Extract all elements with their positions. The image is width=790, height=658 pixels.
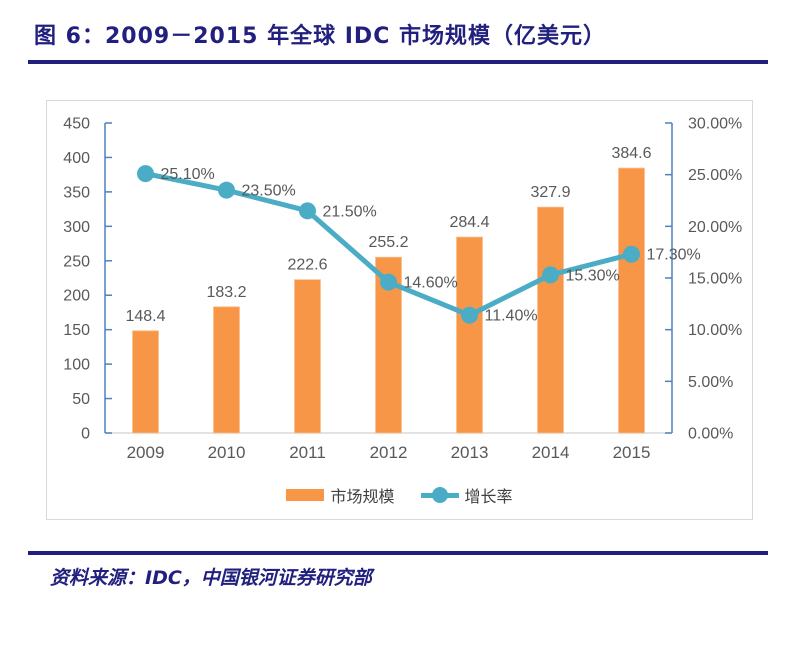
x-tick-label-2009: 2009 (127, 443, 165, 462)
chart-legend: 市场规模 增长率 (47, 483, 752, 507)
right-tick-label: 20.00% (688, 219, 742, 236)
legend-bar-swatch-icon (286, 489, 325, 501)
x-tick-label-2015: 2015 (613, 443, 651, 462)
bar-2013 (456, 236, 483, 434)
right-tick-label: 0.00% (688, 426, 733, 443)
line-label-2014: 15.30% (566, 267, 620, 284)
bar-2014 (537, 206, 564, 434)
line-label-2013: 11.40% (485, 308, 538, 325)
legend-item-line: 增长率 (420, 483, 513, 507)
marker-2010 (218, 181, 235, 199)
bar-label-2012: 255.2 (368, 234, 408, 251)
left-tick-label: 0 (81, 426, 90, 443)
chart-frame: 450 400 350 300 250 200 150 100 50 0 30.00% 25.00% 2… (46, 100, 753, 520)
left-tick-label: 150 (63, 322, 90, 339)
legend-label: 增长率 (464, 489, 513, 506)
x-tick-label-2013: 2013 (451, 443, 489, 462)
line-label-2012: 14.60% (404, 275, 458, 292)
bar-2011 (294, 279, 321, 434)
left-tick-label: 100 (63, 357, 90, 374)
left-tick-label: 250 (63, 253, 90, 270)
source-note: 资料来源：IDC，中国银河证券研究部 (50, 567, 372, 589)
x-tick-label-2014: 2014 (532, 443, 570, 462)
left-tick-label: 450 (63, 116, 90, 133)
bar-label-2014: 327.9 (530, 184, 570, 201)
bar-label-2011: 222.6 (287, 257, 327, 274)
right-tick-label: 15.00% (688, 271, 742, 288)
line-label-2011: 21.50% (323, 203, 377, 220)
marker-2014 (542, 266, 559, 284)
x-tick-label-2010: 2010 (208, 443, 246, 462)
legend-line-dot (431, 487, 448, 503)
footer-divider (28, 551, 768, 555)
line-label-2015: 17.30% (647, 247, 701, 264)
legend-label: 市场规模 (330, 489, 395, 506)
legend-line-marker-icon (420, 487, 459, 503)
bar-2010 (213, 306, 240, 434)
bar-label-2009: 148.4 (125, 308, 165, 325)
bar-label-2010: 183.2 (206, 284, 246, 301)
right-tick-label: 30.00% (688, 116, 742, 133)
right-tick-label: 25.00% (688, 167, 742, 184)
right-tick-label: 5.00% (688, 374, 733, 391)
left-tick-label: 300 (63, 219, 90, 236)
left-tick-label: 200 (63, 288, 90, 305)
marker-2011 (299, 202, 316, 220)
left-tick-label: 50 (72, 391, 90, 408)
marker-2009 (137, 165, 154, 183)
legend-item-bar: 市场规模 (286, 483, 395, 507)
bar-label-2015: 384.6 (611, 145, 651, 162)
line-label-2009: 25.10% (161, 166, 215, 183)
marker-2013 (461, 306, 478, 324)
right-tick-label: 10.00% (688, 322, 742, 339)
marker-2012 (380, 273, 397, 291)
bar-label-2013: 284.4 (449, 214, 489, 231)
line-label-2010: 23.50% (242, 183, 296, 200)
left-tick-label: 400 (63, 150, 90, 167)
x-tick-label-2012: 2012 (370, 443, 408, 462)
title-divider (28, 60, 768, 64)
bar-2009 (132, 330, 159, 434)
figure-title: 图 6：2009－2015 年全球 IDC 市场规模（亿美元） (34, 24, 606, 49)
left-tick-label: 350 (63, 184, 90, 201)
combo-chart: 450 400 350 300 250 200 150 100 50 0 30.00% 25.00% 2… (63, 116, 742, 463)
bar-2015 (618, 167, 645, 434)
marker-2015 (623, 245, 640, 263)
x-tick-label-2011: 2011 (289, 443, 326, 462)
